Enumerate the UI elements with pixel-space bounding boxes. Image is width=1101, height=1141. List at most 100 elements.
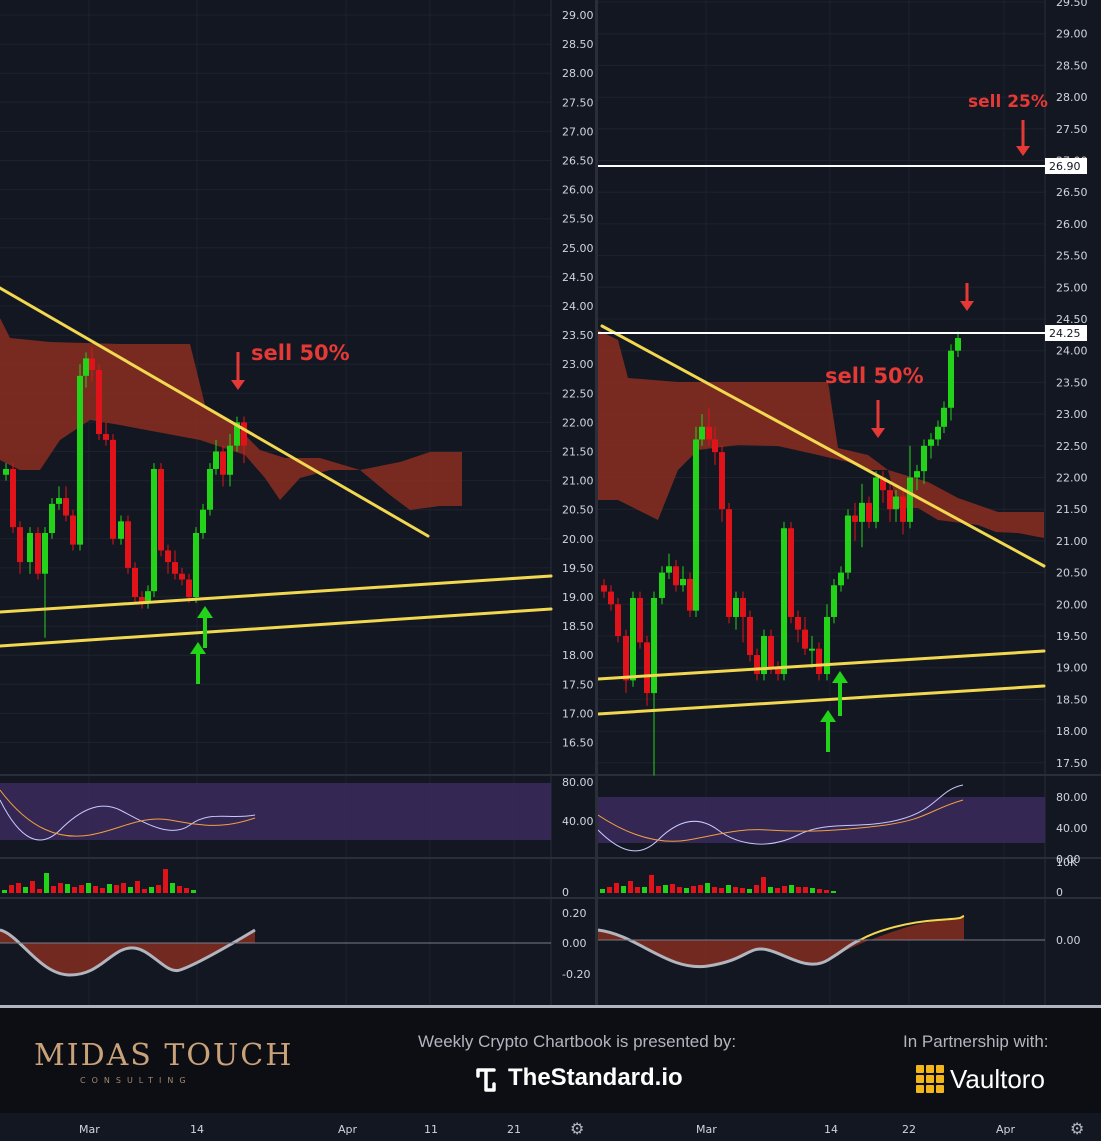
price-tick-label: 17.50 <box>1056 757 1088 770</box>
candle-body <box>859 502 865 522</box>
price-tick-label: 17.00 <box>562 707 594 720</box>
oscillator-k-line <box>0 799 256 841</box>
sell-arrow-head <box>1016 146 1030 156</box>
price-tick-label: 28.50 <box>1056 59 1088 72</box>
macd-tick-label: 0.00 <box>1056 934 1081 947</box>
sell-arrow-head <box>960 301 974 311</box>
volume-bar <box>698 885 703 893</box>
oscillator-tick-label: 40.00 <box>1056 822 1088 835</box>
right-time-label: Apr <box>996 1123 1016 1136</box>
candle-body <box>747 616 753 656</box>
vaultoro-logo-icon <box>916 1065 944 1093</box>
right-chart-svg: 29.5029.0028.5028.0027.5027.0026.5026.00… <box>598 0 1101 1005</box>
price-tick-label: 26.00 <box>1056 218 1088 231</box>
candle-body <box>193 532 199 597</box>
candle-body <box>17 527 23 563</box>
support-trendline-lower <box>0 607 553 648</box>
candle-body <box>768 636 774 668</box>
price-tick-label: 29.50 <box>1056 0 1088 9</box>
price-tag-label: 26.90 <box>1049 160 1081 173</box>
price-tick-label: 29.00 <box>1056 28 1088 41</box>
volume-bar <box>51 886 56 893</box>
price-tick-label: 20.50 <box>1056 567 1088 580</box>
price-tick-label: 23.00 <box>1056 408 1088 421</box>
candle-body <box>781 528 787 675</box>
candle-body <box>699 426 705 440</box>
volume-tick-label: 0 <box>562 886 569 899</box>
volume-bar <box>810 888 815 893</box>
volume-bar <box>712 887 717 893</box>
ichimoku-cloud <box>0 318 462 510</box>
candle-body <box>880 477 886 491</box>
price-tick-label: 21.00 <box>562 475 594 488</box>
volume-bar <box>100 888 105 893</box>
volume-bar <box>128 887 133 893</box>
candle-body <box>802 629 808 649</box>
volume-bar <box>2 890 7 893</box>
candle-body <box>241 422 247 446</box>
volume-bar <box>796 887 801 893</box>
volume-bar <box>705 883 710 893</box>
candle-body <box>158 468 164 551</box>
standard-logo-icon <box>476 1068 496 1092</box>
oscillator-tick-label: 40.00 <box>562 815 594 828</box>
price-tick-label: 19.50 <box>562 562 594 575</box>
price-tick-label: 20.00 <box>562 533 594 546</box>
buy-arrow-head <box>832 671 848 683</box>
candle-body <box>900 496 906 522</box>
right-time-label: Mar <box>696 1123 717 1136</box>
candle-body <box>893 496 899 510</box>
time-axis-bar[interactable]: Mar 14 Apr 11 21 ⚙ Mar 14 22 Apr ⚙ <box>0 1113 1101 1141</box>
candle-body <box>845 515 851 573</box>
volume-bar <box>621 886 626 893</box>
sell-annotation: sell 50% <box>825 364 924 388</box>
midas-touch-logo: MIDAS TOUCH <box>34 1038 294 1073</box>
candle-body <box>49 503 55 533</box>
oscillator-k-line <box>598 784 964 852</box>
candle-body <box>941 407 947 427</box>
candle-body <box>139 597 145 603</box>
volume-bar <box>79 885 84 893</box>
volume-bar <box>782 886 787 893</box>
volume-bar <box>768 887 773 893</box>
candle-body <box>125 521 131 568</box>
macd-line <box>598 928 861 969</box>
price-tick-label: 22.00 <box>562 416 594 429</box>
volume-tick-label: 10K <box>1056 856 1078 869</box>
price-tick-label: 26.50 <box>1056 186 1088 199</box>
price-tick-label: 23.00 <box>562 358 594 371</box>
candle-body <box>712 439 718 453</box>
pane-divider[interactable] <box>595 0 598 1005</box>
gear-icon[interactable]: ⚙ <box>570 1119 585 1138</box>
price-tick-label: 24.00 <box>1056 345 1088 358</box>
candle-body <box>887 490 893 510</box>
price-tick-label: 25.00 <box>562 242 594 255</box>
volume-bar <box>600 889 605 893</box>
candle-body <box>96 370 102 435</box>
gear-icon[interactable]: ⚙ <box>1070 1119 1085 1138</box>
candle-body <box>816 648 822 675</box>
price-tick-label: 25.50 <box>1056 250 1088 263</box>
descending-trendline <box>600 324 1046 568</box>
price-tick-label: 19.00 <box>562 591 594 604</box>
right-chart-pane[interactable]: 29.5029.0028.5028.0027.5027.0026.5026.00… <box>598 0 1101 1005</box>
candle-body <box>234 422 240 446</box>
volume-bar <box>135 881 140 893</box>
descending-trendline <box>0 286 430 538</box>
price-tick-label: 16.50 <box>562 737 594 750</box>
presented-by-text: Weekly Crypto Chartbook is presented by: <box>418 1032 737 1051</box>
right-time-label: 14 <box>824 1123 838 1136</box>
volume-bar <box>191 890 196 893</box>
candle-body <box>103 434 109 440</box>
left-chart-pane[interactable]: 29.00 28.50 28.00 27.50 27.00 26.50 26.00 25.50… <box>0 0 596 1005</box>
volume-bar <box>9 885 14 893</box>
candle-body <box>615 604 621 636</box>
candle-body <box>132 567 138 597</box>
candle-body <box>955 338 961 351</box>
candle-body <box>145 591 151 603</box>
candle-body <box>637 597 643 643</box>
candle-body <box>200 509 206 533</box>
candle-body <box>733 597 739 617</box>
price-tick-label: 23.50 <box>1056 376 1088 389</box>
volume-bar <box>72 887 77 893</box>
